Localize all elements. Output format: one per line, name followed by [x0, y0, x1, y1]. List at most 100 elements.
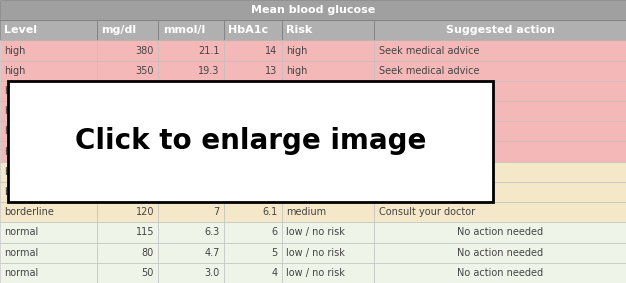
Bar: [0, 121, 97, 142]
Text: 10: 10: [265, 127, 277, 136]
Bar: [374, 162, 626, 182]
Text: mmol/l: mmol/l: [163, 25, 205, 35]
Text: 350: 350: [135, 66, 154, 76]
Bar: [224, 101, 282, 121]
Text: 12: 12: [265, 86, 277, 96]
Bar: [224, 263, 282, 283]
Text: 270: 270: [135, 106, 154, 116]
Bar: [97, 162, 158, 182]
Bar: [97, 243, 158, 263]
Bar: [0, 142, 97, 162]
Text: high: high: [4, 46, 26, 55]
Text: 21.1: 21.1: [198, 46, 220, 55]
Text: normal: normal: [4, 268, 39, 278]
Bar: [158, 222, 224, 243]
Bar: [374, 222, 626, 243]
Text: 8: 8: [271, 167, 277, 177]
Text: No action needed: No action needed: [457, 248, 543, 258]
Text: 115: 115: [135, 228, 154, 237]
Text: low / no risk: low / no risk: [286, 268, 345, 278]
Bar: [97, 121, 158, 142]
Text: high: high: [4, 66, 26, 76]
Bar: [374, 243, 626, 263]
Text: 9: 9: [271, 147, 277, 156]
Bar: [224, 61, 282, 81]
Bar: [97, 182, 158, 202]
Text: medium: medium: [286, 167, 326, 177]
Bar: [97, 101, 158, 121]
Text: high: high: [286, 106, 307, 116]
Text: 11.1: 11.1: [198, 147, 220, 156]
Bar: [97, 202, 158, 222]
Text: normal: normal: [4, 248, 39, 258]
Bar: [0, 40, 97, 61]
Bar: [158, 61, 224, 81]
Bar: [158, 101, 224, 121]
Bar: [224, 20, 282, 40]
Text: high: high: [4, 147, 26, 156]
Bar: [282, 101, 374, 121]
Bar: [282, 81, 374, 101]
Text: high: high: [4, 127, 26, 136]
Text: No action needed: No action needed: [457, 228, 543, 237]
Text: 10.0: 10.0: [198, 167, 220, 177]
Bar: [282, 40, 374, 61]
Bar: [158, 202, 224, 222]
Bar: [97, 81, 158, 101]
Bar: [97, 222, 158, 243]
Bar: [158, 263, 224, 283]
Text: mg/dl: mg/dl: [101, 25, 136, 35]
Bar: [0, 263, 97, 283]
Text: No action needed: No action needed: [457, 268, 543, 278]
Text: 5: 5: [271, 248, 277, 258]
Text: 50: 50: [141, 268, 154, 278]
Text: 15.0: 15.0: [198, 106, 220, 116]
Text: 7: 7: [213, 207, 220, 217]
Bar: [0, 101, 97, 121]
Text: 6.1: 6.1: [262, 207, 277, 217]
Bar: [224, 182, 282, 202]
Bar: [224, 243, 282, 263]
Text: 150: 150: [135, 187, 154, 197]
Bar: [224, 202, 282, 222]
Bar: [374, 61, 626, 81]
Bar: [0, 0, 626, 20]
Bar: [374, 40, 626, 61]
Bar: [374, 142, 626, 162]
Bar: [224, 40, 282, 61]
Text: normal: normal: [4, 228, 39, 237]
Text: high: high: [4, 106, 26, 116]
Bar: [0, 61, 97, 81]
Bar: [282, 222, 374, 243]
Text: 3.0: 3.0: [205, 268, 220, 278]
Bar: [158, 40, 224, 61]
Bar: [374, 20, 626, 40]
Text: medium: medium: [286, 207, 326, 217]
Text: 4: 4: [271, 268, 277, 278]
Text: Suggested action: Suggested action: [446, 25, 555, 35]
Bar: [158, 243, 224, 263]
Text: HbA1c: HbA1c: [228, 25, 269, 35]
Bar: [282, 202, 374, 222]
Text: 240: 240: [135, 127, 154, 136]
Bar: [374, 202, 626, 222]
Text: Consult your doctor: Consult your doctor: [379, 167, 475, 177]
Bar: [282, 121, 374, 142]
Text: medium: medium: [286, 187, 326, 197]
Text: 4.7: 4.7: [204, 248, 220, 258]
Text: Seek medical advice: Seek medical advice: [379, 46, 480, 55]
Text: high: high: [286, 86, 307, 96]
Bar: [282, 61, 374, 81]
Text: 200: 200: [135, 147, 154, 156]
Bar: [158, 142, 224, 162]
Bar: [282, 243, 374, 263]
Bar: [282, 20, 374, 40]
Text: 6: 6: [271, 228, 277, 237]
Text: 80: 80: [141, 248, 154, 258]
Text: 180: 180: [136, 167, 154, 177]
Bar: [97, 142, 158, 162]
Bar: [374, 101, 626, 121]
Bar: [374, 121, 626, 142]
Text: high: high: [286, 66, 307, 76]
Bar: [97, 263, 158, 283]
